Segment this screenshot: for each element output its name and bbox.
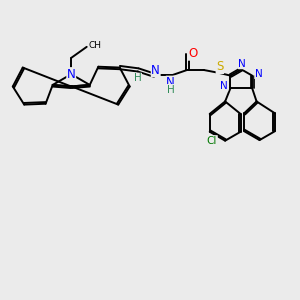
Text: N: N (220, 81, 228, 91)
Text: CH: CH (89, 41, 101, 50)
Text: N: N (67, 68, 76, 81)
Text: O: O (188, 47, 197, 60)
Text: N: N (166, 76, 175, 89)
Text: N: N (151, 64, 160, 77)
Text: Cl: Cl (207, 136, 217, 146)
Text: N: N (238, 59, 246, 69)
Text: S: S (216, 61, 224, 74)
Text: CH: CH (88, 41, 101, 50)
Text: H: H (134, 73, 141, 83)
Text: N: N (255, 68, 262, 79)
Text: H: H (167, 85, 174, 94)
